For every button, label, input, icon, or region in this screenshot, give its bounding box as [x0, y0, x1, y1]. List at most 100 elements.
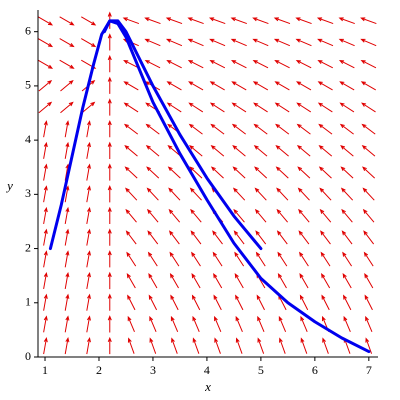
field-arrow — [296, 123, 311, 135]
field-arrow — [43, 293, 48, 311]
field-arrow — [233, 230, 245, 245]
field-arrow — [339, 81, 355, 91]
field-arrow — [125, 208, 137, 223]
field-arrow — [107, 76, 112, 94]
field-arrow — [123, 123, 139, 135]
field-arrow — [208, 17, 226, 25]
field-arrow — [360, 17, 377, 25]
field-arrow — [148, 294, 158, 311]
field-arrow — [81, 38, 97, 48]
field-arrow — [86, 141, 91, 159]
field-arrow — [43, 141, 48, 159]
field-arrow — [276, 230, 288, 245]
field-arrow — [171, 337, 178, 354]
field-arrow — [318, 145, 333, 157]
field-arrow — [191, 294, 201, 311]
field-arrow — [125, 230, 137, 245]
field-arrow — [147, 230, 159, 245]
field-arrow — [317, 81, 333, 91]
field-arrow — [86, 315, 91, 333]
field-arrow — [273, 38, 291, 47]
field-arrow — [212, 230, 223, 245]
field-arrow — [107, 228, 112, 246]
field-arrow — [107, 271, 112, 290]
field-arrow — [299, 273, 309, 289]
field-arrow — [43, 185, 48, 203]
field-arrow — [252, 38, 269, 47]
field-arrow — [317, 102, 333, 113]
field-arrow — [144, 38, 161, 47]
field-arrow — [363, 230, 375, 245]
field-arrow — [277, 273, 287, 289]
field-arrow — [107, 33, 112, 51]
field-arrow — [210, 145, 225, 157]
field-arrow — [125, 187, 138, 201]
field-arrow — [107, 336, 112, 355]
field-arrow — [124, 145, 138, 157]
field-arrow — [274, 102, 290, 113]
field-arrow — [127, 337, 135, 354]
field-arrow — [38, 79, 53, 92]
field-arrow — [210, 123, 225, 135]
field-arrow — [277, 251, 288, 267]
field-arrow — [37, 16, 54, 26]
field-arrow — [86, 163, 91, 181]
field-arrow — [235, 337, 243, 354]
y-tick-label: 1 — [25, 295, 31, 309]
field-arrow — [253, 102, 268, 113]
field-arrow — [339, 102, 355, 113]
field-arrow — [274, 81, 290, 91]
field-arrow — [168, 230, 180, 245]
field-arrow — [341, 208, 353, 223]
field-arrow — [319, 187, 332, 201]
field-arrow — [166, 60, 182, 69]
field-arrow — [38, 101, 53, 114]
field-arrow — [276, 187, 289, 201]
field-arrow — [209, 81, 225, 91]
field-arrow — [362, 187, 375, 201]
field-arrow — [300, 315, 308, 333]
field-arrow — [188, 81, 204, 91]
field-arrow — [123, 102, 139, 113]
field-arrow — [254, 166, 268, 179]
field-arrow — [170, 294, 179, 311]
field-arrow — [295, 38, 312, 47]
field-arrow — [300, 337, 308, 354]
field-arrow — [213, 273, 223, 289]
field-arrow — [365, 337, 373, 354]
field-arrow — [124, 166, 138, 179]
field-arrow — [252, 17, 269, 25]
field-arrow — [146, 166, 160, 179]
field-arrow — [59, 59, 75, 69]
field-arrow — [210, 166, 224, 179]
field-arrow — [81, 16, 97, 26]
field-arrow — [341, 230, 353, 245]
field-arrow — [190, 208, 202, 223]
field-arrow — [299, 294, 309, 311]
field-arrow — [165, 17, 183, 25]
field-arrow — [254, 187, 267, 201]
field-arrow — [168, 187, 181, 201]
field-arrow — [317, 38, 334, 47]
field-arrow — [361, 102, 376, 113]
field-arrow — [64, 315, 70, 333]
field-arrow — [213, 294, 222, 311]
field-arrow — [276, 208, 289, 223]
field-arrow — [166, 102, 182, 113]
field-arrow — [296, 102, 312, 113]
field-arrow — [43, 120, 48, 138]
field-arrow — [169, 251, 180, 267]
field-arrow — [64, 337, 70, 355]
field-arrow — [187, 60, 204, 69]
field-arrow — [342, 273, 352, 289]
field-arrow — [256, 294, 265, 311]
field-arrow — [232, 166, 246, 179]
field-arrow — [107, 141, 112, 159]
field-arrow — [126, 251, 137, 267]
field-arrow — [257, 315, 265, 333]
field-arrow — [86, 228, 91, 246]
field-arrow — [298, 230, 310, 245]
field-arrow — [86, 337, 91, 355]
field-arrow — [170, 315, 179, 333]
field-arrow — [296, 81, 312, 91]
